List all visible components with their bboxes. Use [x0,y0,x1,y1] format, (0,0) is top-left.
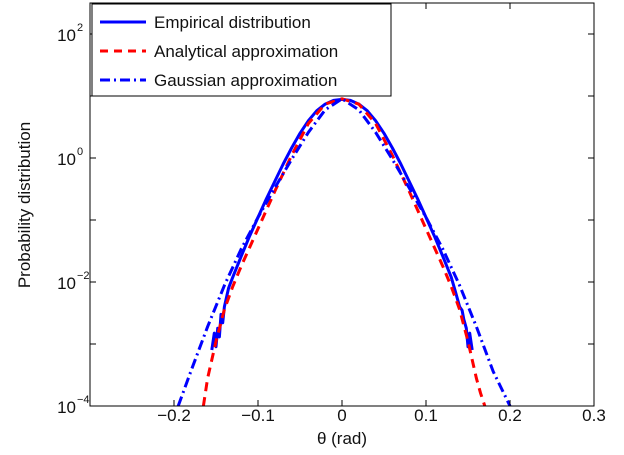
x-tick-label: −0.1 [241,406,275,425]
legend-label-gaussian: Gaussian approximation [154,71,337,90]
x-tick-label: 0.3 [582,406,606,425]
y-tick-label: 10 [57,26,76,45]
y-axis-label: Probability distribution [15,122,34,288]
x-axis-label: θ (rad) [317,429,367,448]
y-tick-label: 10 [57,398,76,417]
y-tick-label: 10 [57,274,76,293]
x-tick-label: 0.1 [414,406,438,425]
y-tick-label: 10 [57,150,76,169]
y-tick-exponent: −4 [77,394,90,406]
series-line-2 [176,97,512,406]
x-tick-label: −0.2 [157,406,191,425]
legend: Empirical distribution Analytical approx… [91,3,392,97]
legend-label-empirical: Empirical distribution [154,13,311,32]
x-tick-label: 0 [337,406,346,425]
x-tick-labels: −0.2 −0.1 0 0.1 0.2 0.3 [157,406,606,425]
series-layer [176,97,512,406]
y-tick-exponent: 0 [77,146,83,158]
x-tick-label: 0.2 [498,406,522,425]
y-tick-exponent: 2 [77,22,83,34]
y-tick-exponent: −2 [77,270,90,282]
series-line-0 [210,97,474,351]
legend-label-analytical: Analytical approximation [154,42,338,61]
